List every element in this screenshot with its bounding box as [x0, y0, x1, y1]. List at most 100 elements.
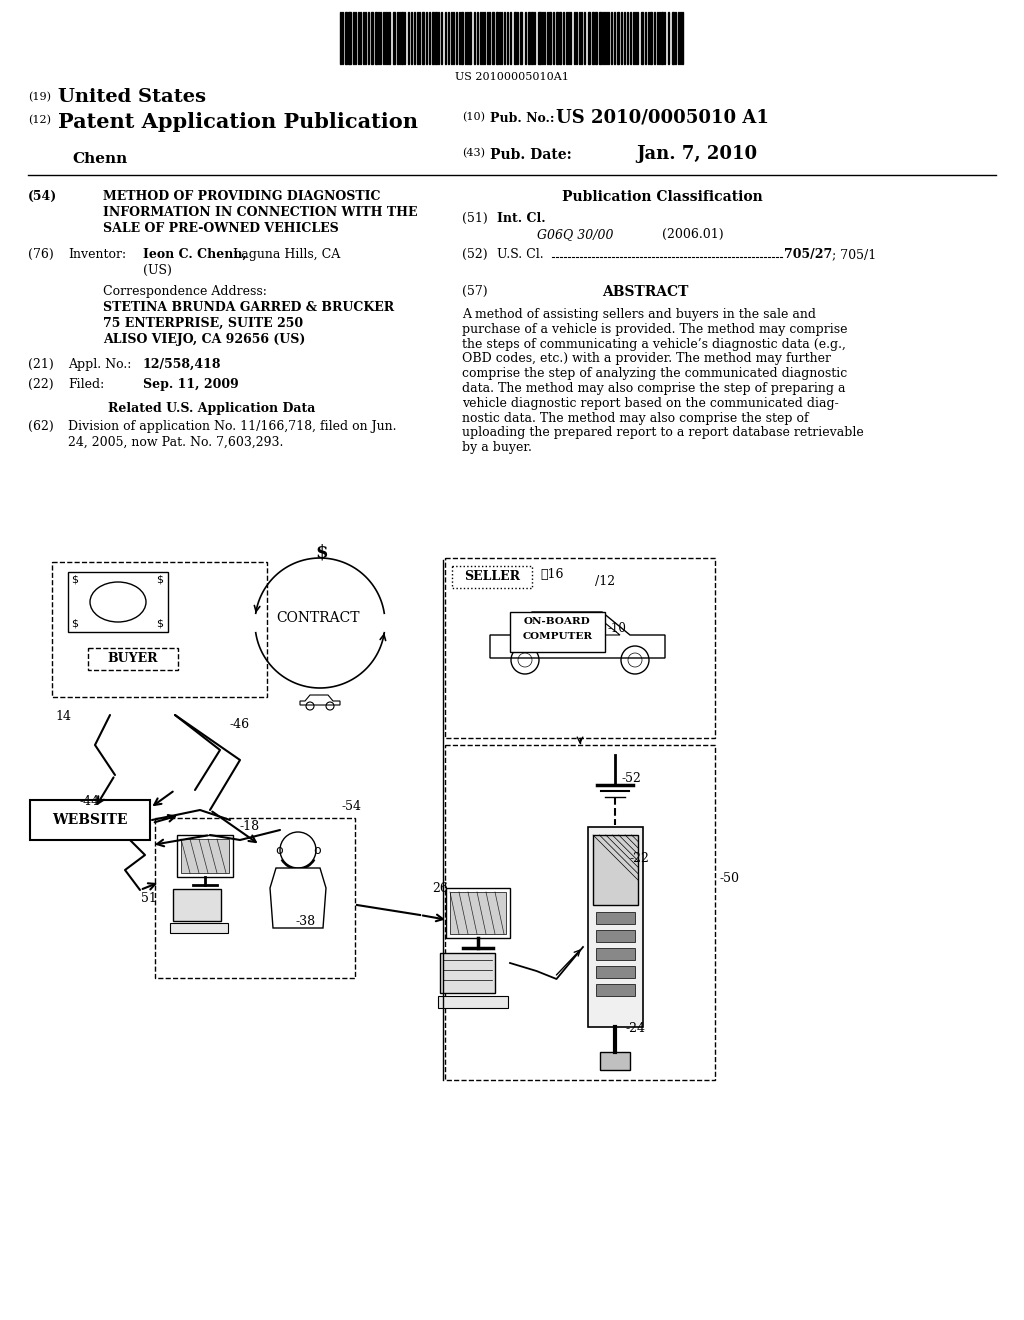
Text: 75 ENTERPRISE, SUITE 250: 75 ENTERPRISE, SUITE 250	[103, 317, 303, 330]
Bar	[596, 912, 635, 924]
Text: ⌔16: ⌔16	[540, 568, 563, 581]
Text: -52: -52	[622, 771, 642, 784]
Text: Ieon C. Chenn,: Ieon C. Chenn,	[143, 248, 247, 261]
Bar	[528, 12, 530, 63]
Bar	[600, 1052, 630, 1071]
Text: ON-BOARD: ON-BOARD	[524, 616, 591, 626]
Text: (52): (52)	[462, 248, 487, 261]
Text: Correspondence Address:: Correspondence Address:	[103, 285, 267, 298]
Bar	[538, 12, 541, 63]
Text: Chenn: Chenn	[72, 152, 127, 166]
Bar	[438, 997, 508, 1008]
Text: -46: -46	[230, 718, 250, 731]
Text: uploading the prepared report to a report database retrievable: uploading the prepared report to a repor…	[462, 426, 864, 440]
Text: /12: /12	[595, 576, 615, 587]
Bar	[450, 892, 506, 935]
Text: Laguna Hills, CA: Laguna Hills, CA	[233, 248, 340, 261]
Text: (54): (54)	[28, 190, 57, 203]
Bar	[672, 12, 674, 63]
Bar	[173, 888, 221, 921]
Bar	[435, 12, 437, 63]
Text: purchase of a vehicle is provided. The method may comprise: purchase of a vehicle is provided. The m…	[462, 323, 848, 335]
Text: ; 705/1: ; 705/1	[831, 248, 877, 261]
Bar	[492, 12, 494, 63]
Text: data. The method may also comprise the step of preparing a: data. The method may also comprise the s…	[462, 381, 846, 395]
Text: Int. Cl.: Int. Cl.	[497, 213, 546, 224]
Bar	[617, 12, 618, 63]
Bar	[549, 12, 551, 63]
Text: 705/27: 705/27	[784, 248, 833, 261]
Text: -22: -22	[630, 851, 650, 865]
Text: -38: -38	[295, 915, 315, 928]
Bar	[432, 12, 434, 63]
Text: (12): (12)	[28, 115, 51, 125]
Text: Jan. 7, 2010: Jan. 7, 2010	[636, 145, 757, 162]
Bar	[401, 12, 403, 63]
Text: vehicle diagnostic report based on the communicated diag-: vehicle diagnostic report based on the c…	[462, 397, 839, 409]
Bar	[30, 800, 150, 840]
Text: STETINA BRUNDA GARRED & BRUCKER: STETINA BRUNDA GARRED & BRUCKER	[103, 301, 394, 314]
Text: BUYER: BUYER	[108, 652, 159, 665]
Bar	[588, 828, 643, 1027]
Bar	[641, 12, 643, 63]
Text: (US): (US)	[143, 264, 172, 277]
Bar	[68, 572, 168, 632]
Bar	[588, 12, 590, 63]
Bar	[496, 12, 498, 63]
Bar	[650, 12, 652, 63]
Text: the steps of communicating a vehicle’s diagnostic data (e.g.,: the steps of communicating a vehicle’s d…	[462, 338, 846, 351]
Text: 26: 26	[432, 882, 449, 895]
Text: Pub. No.:: Pub. No.:	[490, 112, 555, 125]
Polygon shape	[270, 869, 326, 928]
Bar	[446, 888, 510, 939]
Text: Publication Classification: Publication Classification	[562, 190, 763, 205]
Text: 14: 14	[55, 710, 71, 723]
Text: o: o	[313, 843, 321, 857]
Text: SALE OF PRE-OWNED VEHICLES: SALE OF PRE-OWNED VEHICLES	[103, 222, 339, 235]
Text: A method of assisting sellers and buyers in the sale and: A method of assisting sellers and buyers…	[462, 308, 816, 321]
Bar	[531, 12, 534, 63]
Text: -54: -54	[342, 800, 362, 813]
Bar	[461, 12, 463, 63]
Text: (76): (76)	[28, 248, 53, 261]
Text: G06Q 30/00: G06Q 30/00	[537, 228, 613, 242]
Bar	[181, 840, 229, 873]
Circle shape	[280, 832, 316, 869]
Text: -44: -44	[80, 795, 100, 808]
Bar	[599, 12, 601, 63]
Text: WEBSITE: WEBSITE	[52, 813, 128, 828]
Bar	[452, 566, 532, 587]
Text: comprise the step of analyzing the communicated diagnostic: comprise the step of analyzing the commu…	[462, 367, 847, 380]
Text: Division of application No. 11/166,718, filed on Jun.: Division of application No. 11/166,718, …	[68, 420, 396, 433]
Text: $: $	[156, 619, 163, 630]
Bar	[345, 12, 347, 63]
Bar	[348, 12, 351, 63]
Text: (57): (57)	[462, 285, 487, 298]
Text: $: $	[71, 576, 78, 585]
Bar	[596, 983, 635, 997]
Bar	[596, 948, 635, 960]
Text: by a buyer.: by a buyer.	[462, 441, 531, 454]
Text: Patent Application Publication: Patent Application Publication	[58, 112, 418, 132]
Text: 51: 51	[141, 891, 157, 904]
Text: (51): (51)	[462, 213, 487, 224]
Bar	[170, 923, 228, 933]
Text: (19): (19)	[28, 92, 51, 103]
Text: Inventor:: Inventor:	[68, 248, 126, 261]
Bar	[596, 931, 635, 942]
Bar	[556, 12, 558, 63]
Text: CONTRACT: CONTRACT	[276, 611, 359, 624]
Text: Filed:: Filed:	[68, 378, 104, 391]
Bar	[559, 12, 561, 63]
Text: U.S. Cl.: U.S. Cl.	[497, 248, 544, 261]
Bar	[662, 12, 663, 63]
Bar	[52, 562, 267, 697]
Text: OBD codes, etc.) with a provider. The method may further: OBD codes, etc.) with a provider. The me…	[462, 352, 831, 366]
Text: -24: -24	[625, 1022, 645, 1035]
Text: (43): (43)	[462, 148, 485, 158]
Text: 24, 2005, now Pat. No. 7,603,293.: 24, 2005, now Pat. No. 7,603,293.	[68, 436, 284, 449]
Text: INFORMATION IN CONNECTION WITH THE: INFORMATION IN CONNECTION WITH THE	[103, 206, 418, 219]
Text: ABSTRACT: ABSTRACT	[602, 285, 688, 300]
Bar	[592, 12, 594, 63]
Text: 12/558,418: 12/558,418	[143, 358, 221, 371]
